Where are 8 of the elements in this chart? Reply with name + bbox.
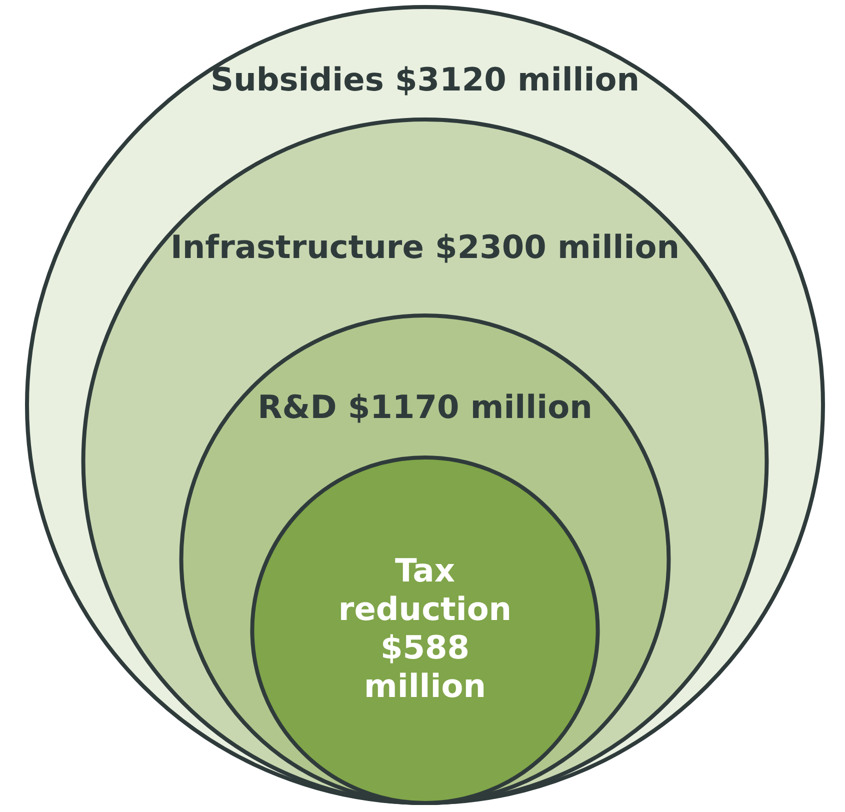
category-label: Tax reduction: [338, 551, 512, 628]
data-label: $1170 million: [336, 388, 592, 426]
category-label: R&D: [258, 388, 337, 426]
category-label: Infrastructure: [170, 228, 424, 266]
data-label: $2300 million: [424, 228, 680, 266]
data-label: $3120 million: [384, 60, 640, 98]
category-label: Subsidies: [210, 60, 384, 98]
data-label: $588 million: [364, 628, 486, 705]
